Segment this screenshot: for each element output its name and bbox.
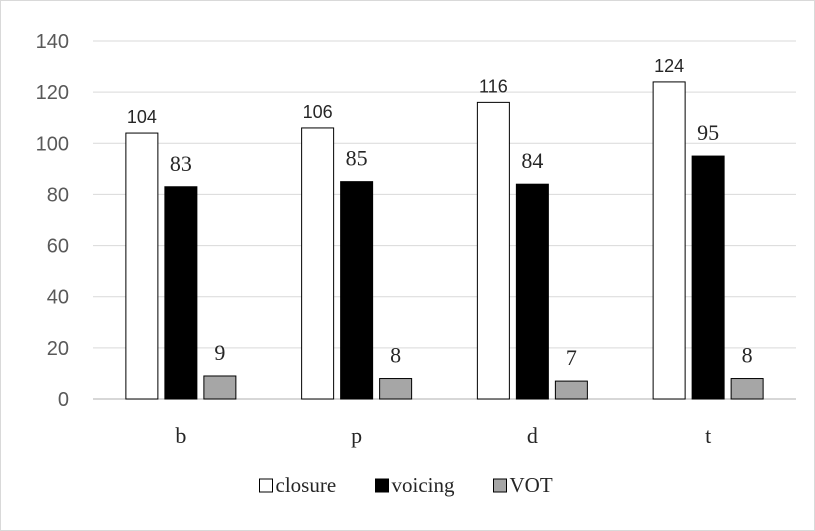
y-tick-label: 80 xyxy=(47,184,69,206)
bar-closure-p xyxy=(301,127,335,400)
y-tick-label: 100 xyxy=(36,133,69,155)
y-tick-label: 40 xyxy=(47,287,69,309)
bar-closure-d xyxy=(476,101,510,400)
data-label: 104 xyxy=(127,107,157,127)
data-label: 8 xyxy=(742,343,753,368)
data-label: 124 xyxy=(654,56,684,76)
data-label: 116 xyxy=(479,76,508,96)
x-category-label: p xyxy=(351,423,362,448)
bar-voicing-t xyxy=(691,155,725,400)
data-label: 8 xyxy=(390,343,401,368)
legend-swatch-voicing xyxy=(375,478,389,493)
legend-label: VOT xyxy=(510,473,553,497)
bar-voicing-d xyxy=(515,183,549,400)
bar-vot-t xyxy=(730,378,764,400)
data-label: 106 xyxy=(303,102,333,122)
data-label: 83 xyxy=(170,151,192,176)
y-tick-label: 20 xyxy=(47,338,69,360)
bar-closure-b xyxy=(125,132,159,400)
bar-voicing-p xyxy=(340,181,374,400)
bar-vot-d xyxy=(554,380,588,400)
bar-vot-p xyxy=(379,378,413,400)
x-category-label: t xyxy=(705,423,711,448)
x-category-label: d xyxy=(527,423,538,448)
data-label: 84 xyxy=(521,148,543,173)
y-tick-label: 120 xyxy=(36,82,69,104)
data-label: 9 xyxy=(214,340,225,365)
data-label: 7 xyxy=(566,345,577,370)
bar-vot-b xyxy=(203,375,237,400)
y-tick-label: 60 xyxy=(47,236,69,258)
legend-label: voicing xyxy=(392,473,455,497)
bar-voicing-b xyxy=(164,186,198,400)
data-label: 95 xyxy=(697,120,719,145)
y-tick-label: 0 xyxy=(58,389,69,411)
legend-label: closure xyxy=(276,473,337,497)
data-label: 85 xyxy=(346,146,368,171)
y-tick-label: 140 xyxy=(36,31,69,53)
bar-closure-t xyxy=(652,81,686,400)
legend-swatch-closure xyxy=(259,478,273,493)
x-category-label: b xyxy=(175,423,186,448)
legend-swatch-vot xyxy=(493,478,507,493)
